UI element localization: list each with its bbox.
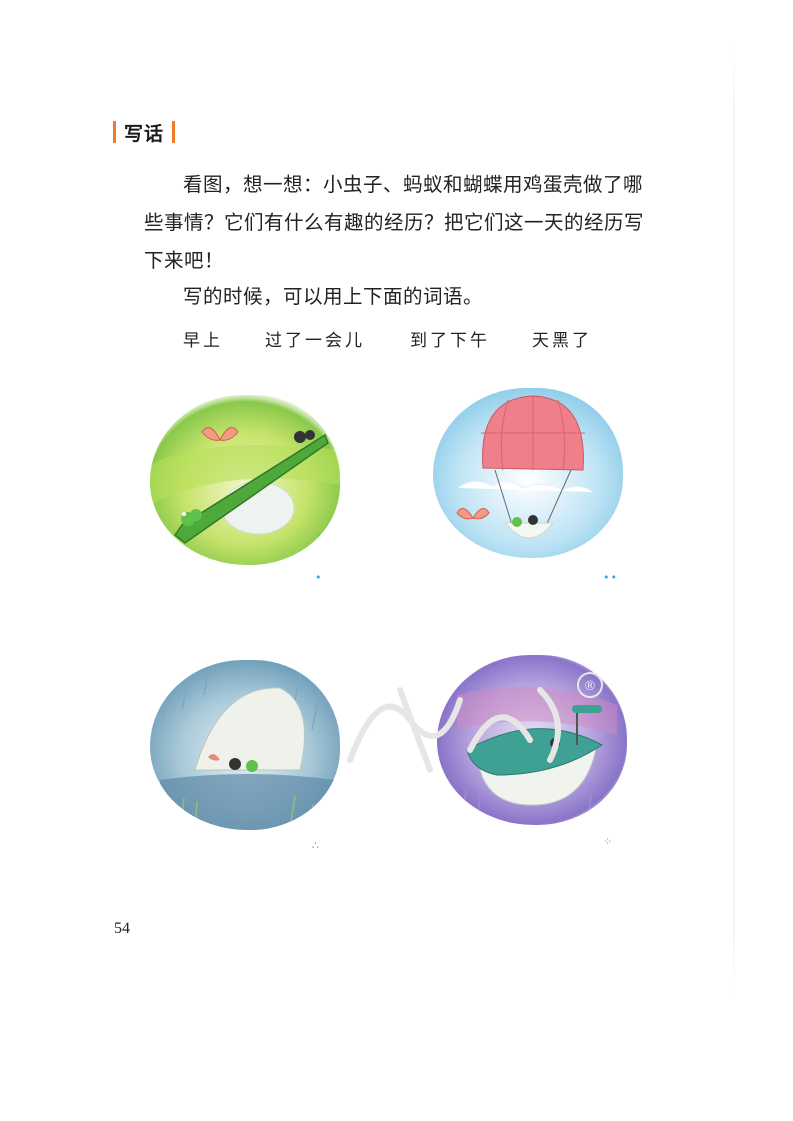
word-bank: 早上 过了一会儿 到了下午 天黑了: [0, 322, 793, 352]
prompt-paragraph-2: 写的时候，可以用上下面的词语。: [183, 285, 484, 308]
section-title: 写话: [124, 122, 165, 145]
picture-rain: [150, 660, 340, 830]
picture-order-dots: ∴: [312, 839, 320, 852]
heading-bar-left: [113, 121, 116, 143]
word-bank-item: 到了下午: [410, 331, 490, 351]
picture-order-dots: ⁘: [603, 835, 614, 848]
word-bank-item: 天黑了: [532, 331, 592, 351]
picture-order-dots: ••: [603, 571, 618, 584]
prompt-paragraph-1: 看图，想一想：小虫子、蚂蚁和蝴蝶用鸡蛋壳做了哪些事情？它们有什么有趣的经历？把它…: [144, 173, 645, 272]
picture-balloon: [433, 388, 623, 558]
section-heading: 写话: [113, 117, 176, 147]
picture-night: [437, 655, 627, 825]
picture-order-dots: •: [315, 571, 323, 584]
word-bank-item: 过了一会儿: [265, 331, 365, 351]
heading-bar-right: [172, 121, 176, 143]
page-number: 54: [114, 920, 130, 937]
word-bank-item: 早上: [183, 331, 223, 351]
page-gutter-shadow: [733, 40, 735, 1000]
picture-seesaw: [150, 395, 340, 565]
